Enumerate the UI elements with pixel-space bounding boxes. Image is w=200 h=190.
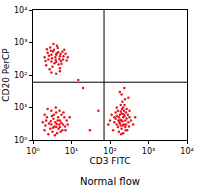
- svg-text:Normal flow: Normal flow: [80, 176, 140, 187]
- svg-text:10²: 10²: [103, 147, 116, 156]
- svg-text:10²: 10²: [14, 71, 27, 80]
- svg-text:CD3 FITC: CD3 FITC: [90, 156, 131, 166]
- svg-text:10⁴: 10⁴: [180, 147, 193, 156]
- svg-text:10³: 10³: [14, 38, 27, 47]
- svg-text:10⁰: 10⁰: [14, 136, 27, 145]
- svg-text:CD20 PerCP: CD20 PerCP: [1, 48, 11, 102]
- svg-text:10⁴: 10⁴: [14, 6, 27, 15]
- svg-text:10¹: 10¹: [14, 103, 27, 112]
- svg-text:10¹: 10¹: [65, 147, 78, 156]
- svg-text:10³: 10³: [142, 147, 155, 156]
- svg-text:10⁰: 10⁰: [26, 147, 39, 156]
